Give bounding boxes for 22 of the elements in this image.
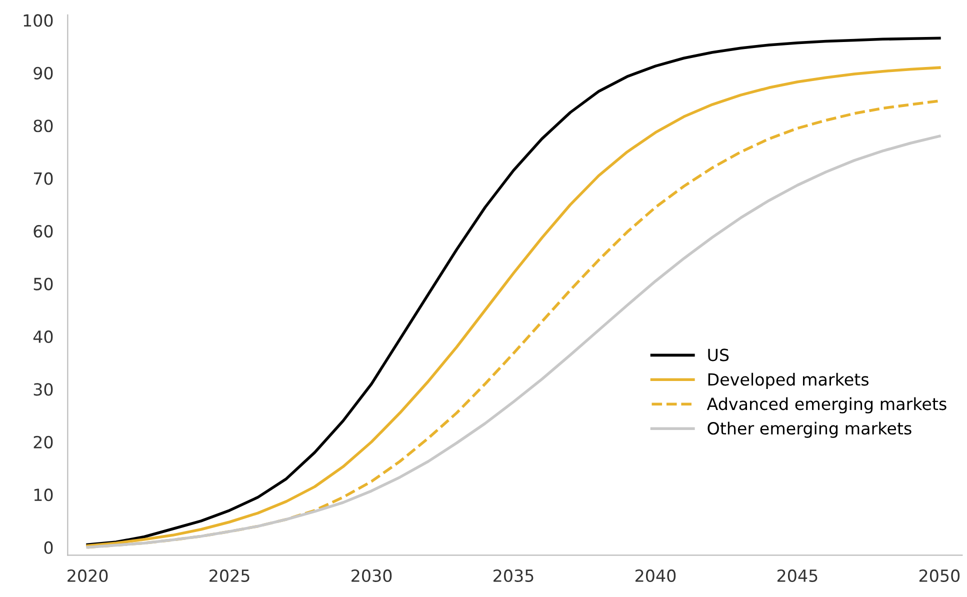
y-tick-label: 80	[34, 120, 53, 132]
x-tick-label: 2040	[636, 569, 676, 582]
y-tick-label: 60	[34, 225, 53, 238]
x-tick-label: 2020	[68, 569, 108, 582]
x-tick-label: 2030	[352, 569, 392, 582]
y-tick-label: 10	[34, 488, 53, 502]
x-tick-label: 2050	[919, 569, 960, 582]
legend-label: US	[708, 348, 729, 362]
y-tick-label: 30	[34, 383, 53, 396]
x-tick-label: 2025	[210, 569, 250, 582]
y-tick-label: 0	[44, 541, 53, 554]
x-tick-label: 2045	[777, 569, 818, 582]
y-tick-label: 70	[34, 172, 53, 185]
legend-label: Advanced emerging markets	[706, 397, 946, 414]
y-tick-label: 100	[24, 14, 53, 27]
y-tick-label: 50	[34, 278, 53, 290]
legend-label: Other emerging markets	[708, 422, 912, 438]
legend-label: Developed markets	[708, 372, 869, 389]
x-tick-label: 2035	[494, 569, 534, 582]
y-tick-label: 90	[34, 66, 53, 80]
y-tick-label: 40	[33, 330, 53, 344]
y-tick-label: 20	[34, 436, 53, 448]
